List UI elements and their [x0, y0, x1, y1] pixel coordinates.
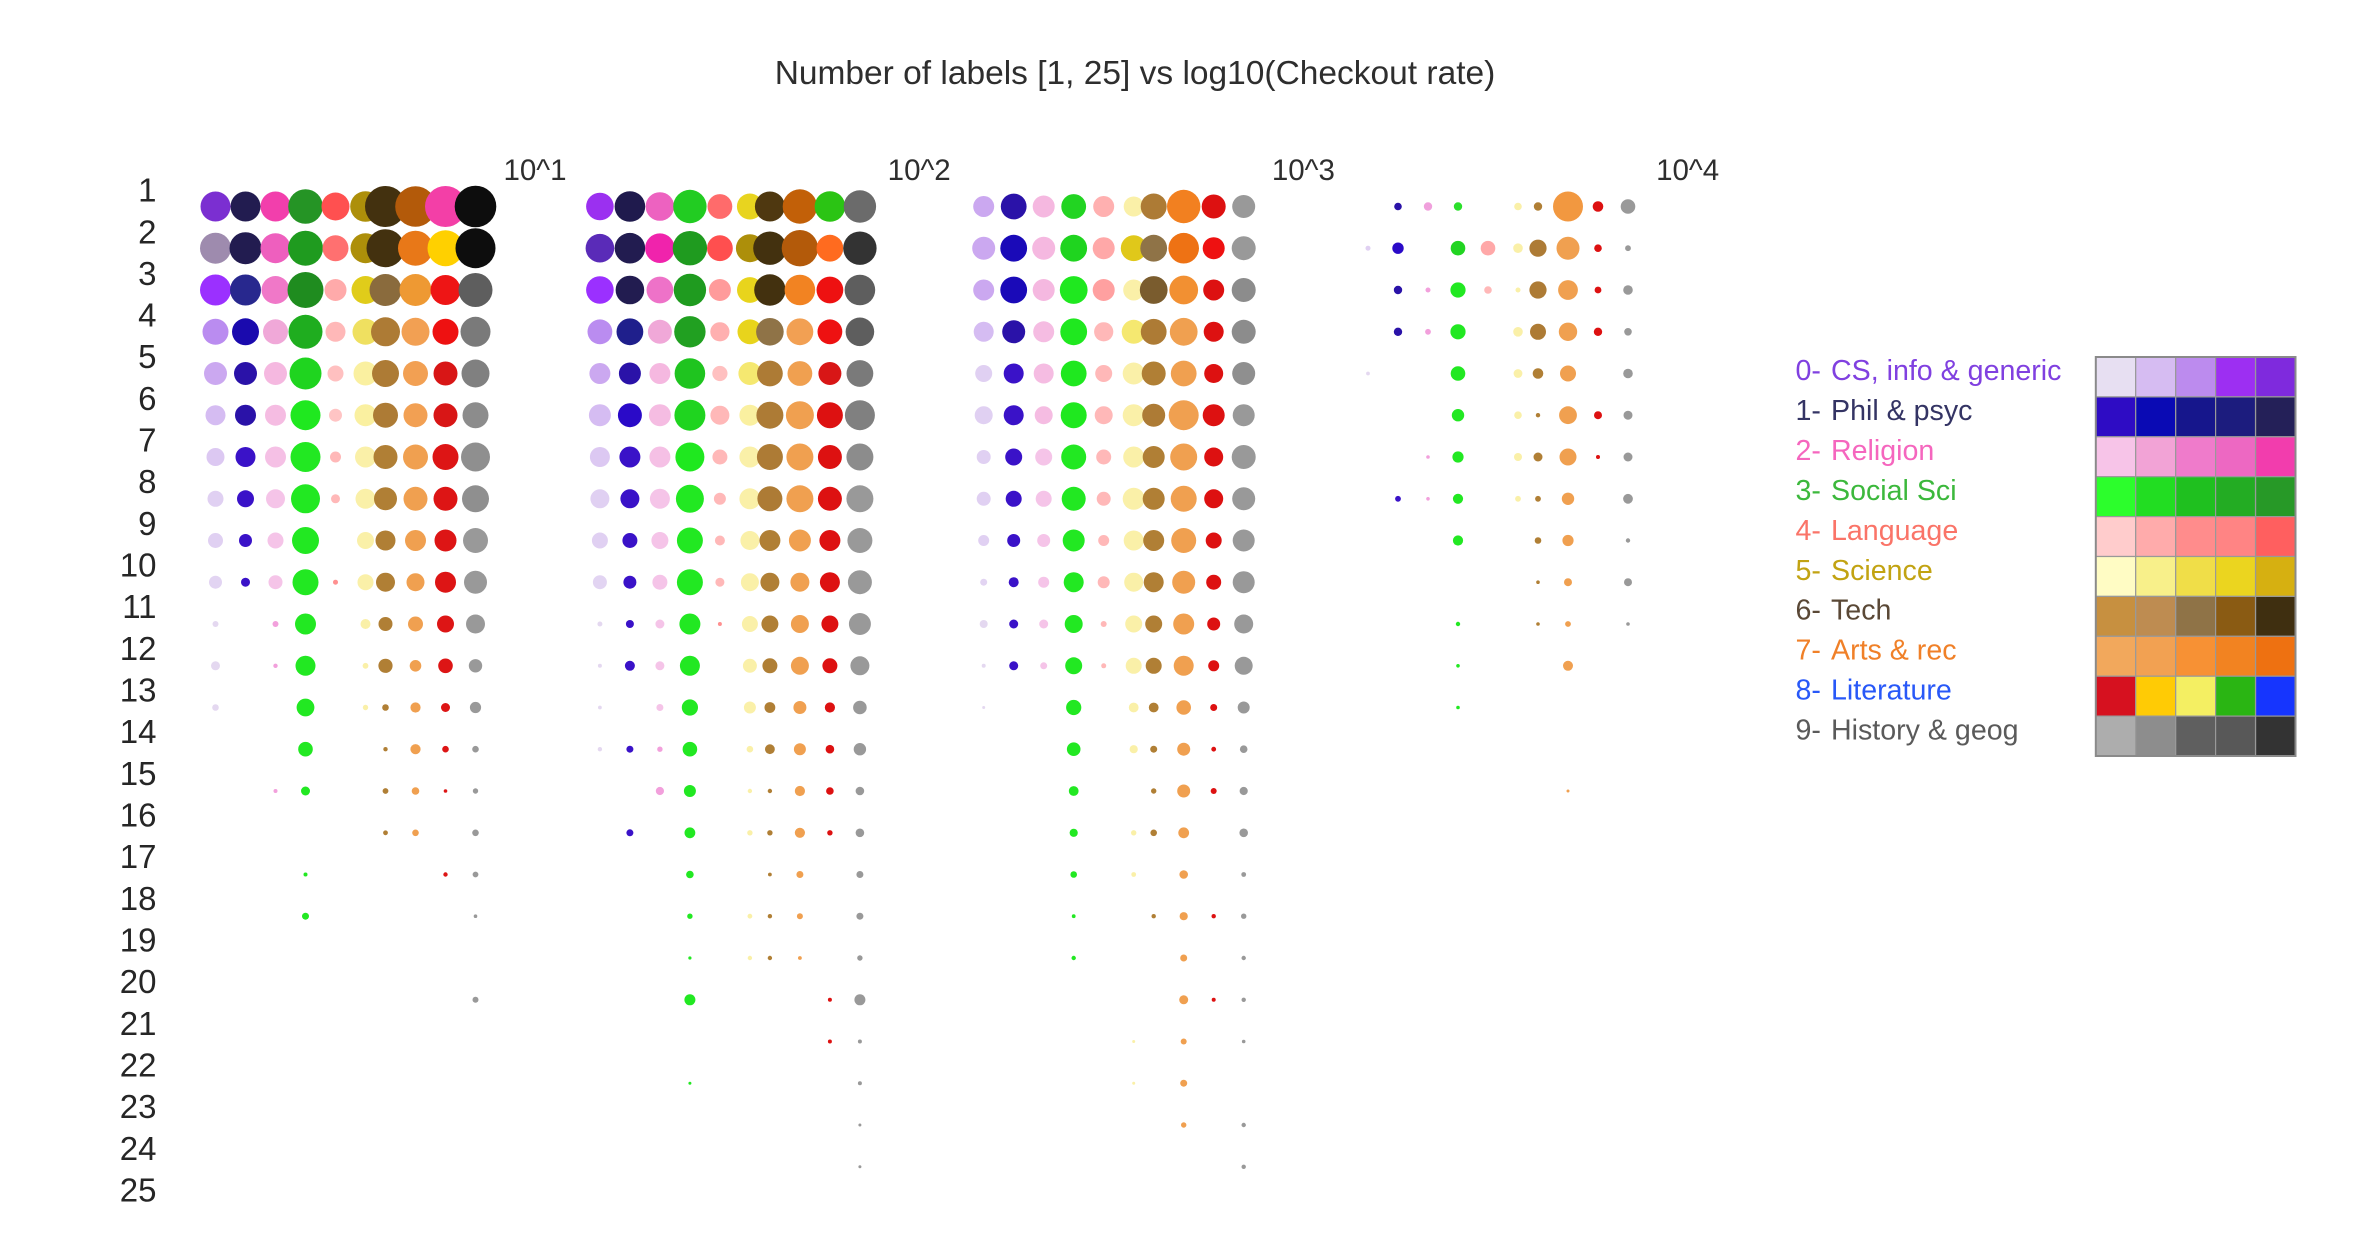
svg-text:Religion: Religion: [1831, 435, 1934, 467]
svg-text:Language: Language: [1831, 515, 1958, 547]
svg-text:Literature: Literature: [1831, 675, 1952, 707]
svg-text:24: 24: [120, 1130, 157, 1167]
svg-text:12: 12: [120, 630, 157, 667]
svg-text:History & geog: History & geog: [1831, 715, 2019, 747]
svg-text:1: 1: [138, 172, 156, 209]
svg-text:6-: 6-: [1796, 595, 1821, 627]
svg-text:14: 14: [120, 713, 157, 750]
svg-text:8: 8: [138, 463, 156, 500]
svg-text:23: 23: [120, 1088, 157, 1125]
svg-text:Tech: Tech: [1831, 595, 1891, 627]
svg-text:18: 18: [120, 880, 157, 917]
svg-text:20: 20: [120, 963, 157, 1000]
svg-text:10^3: 10^3: [1272, 154, 1335, 187]
svg-text:9: 9: [138, 505, 156, 542]
svg-text:3-: 3-: [1796, 475, 1821, 507]
svg-text:CS, info & generic: CS, info & generic: [1831, 355, 2061, 387]
svg-text:5: 5: [138, 338, 156, 375]
svg-text:10^4: 10^4: [1656, 154, 1719, 187]
svg-text:Number of labels [1, 25] vs lo: Number of labels [1, 25] vs log10(Checko…: [775, 55, 1496, 92]
svg-text:2-: 2-: [1796, 435, 1821, 467]
svg-text:1-: 1-: [1796, 395, 1821, 427]
svg-text:8-: 8-: [1796, 675, 1821, 707]
svg-text:4: 4: [138, 297, 156, 334]
svg-text:2: 2: [138, 213, 156, 250]
svg-text:Social Sci: Social Sci: [1831, 475, 1957, 507]
svg-text:22: 22: [120, 1047, 157, 1084]
svg-text:5-: 5-: [1796, 555, 1821, 587]
svg-text:4-: 4-: [1796, 515, 1821, 547]
svg-text:Phil & psyc: Phil & psyc: [1831, 395, 1972, 427]
svg-text:7-: 7-: [1796, 635, 1821, 667]
svg-text:17: 17: [120, 838, 157, 875]
svg-text:25: 25: [120, 1171, 157, 1208]
svg-text:10^1: 10^1: [503, 154, 566, 187]
svg-text:11: 11: [122, 588, 156, 625]
svg-text:10^2: 10^2: [888, 154, 951, 187]
svg-text:16: 16: [120, 797, 157, 834]
svg-text:13: 13: [120, 672, 157, 709]
svg-text:7: 7: [138, 422, 156, 459]
svg-text:0-: 0-: [1796, 355, 1821, 387]
svg-text:Science: Science: [1831, 555, 1933, 587]
svg-text:9-: 9-: [1796, 715, 1821, 747]
svg-text:Arts & rec: Arts & rec: [1831, 635, 1957, 667]
svg-text:19: 19: [120, 922, 157, 959]
svg-text:15: 15: [120, 755, 157, 792]
svg-text:6: 6: [138, 380, 156, 417]
svg-text:10: 10: [120, 547, 157, 584]
svg-text:21: 21: [120, 1005, 157, 1042]
svg-text:3: 3: [138, 255, 156, 292]
